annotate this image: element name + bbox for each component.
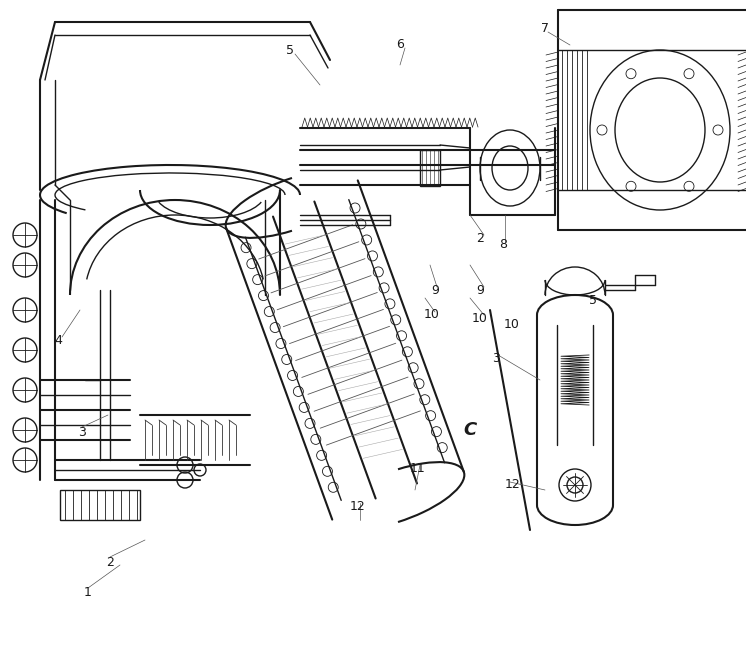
Text: 3: 3 (492, 352, 500, 364)
Text: 5: 5 (589, 293, 597, 307)
Text: 7: 7 (541, 22, 549, 35)
Text: 9: 9 (476, 284, 484, 297)
Text: 8: 8 (499, 238, 507, 252)
Text: 5: 5 (286, 43, 294, 56)
Text: C: C (463, 421, 477, 439)
Text: 10: 10 (472, 312, 488, 324)
Text: 2: 2 (106, 555, 114, 569)
Text: 10: 10 (424, 309, 440, 322)
Text: 10: 10 (504, 318, 520, 331)
Text: 4: 4 (54, 333, 62, 346)
Text: 12: 12 (350, 500, 366, 514)
Text: 2: 2 (476, 231, 484, 244)
Text: 12: 12 (505, 479, 521, 491)
Text: 3: 3 (78, 426, 86, 438)
Text: 6: 6 (396, 37, 404, 50)
Text: 11: 11 (410, 462, 426, 474)
Text: 9: 9 (431, 284, 439, 297)
Bar (60, 490, 140, 520)
Bar (420, 150, 440, 186)
Text: 1: 1 (84, 586, 92, 599)
